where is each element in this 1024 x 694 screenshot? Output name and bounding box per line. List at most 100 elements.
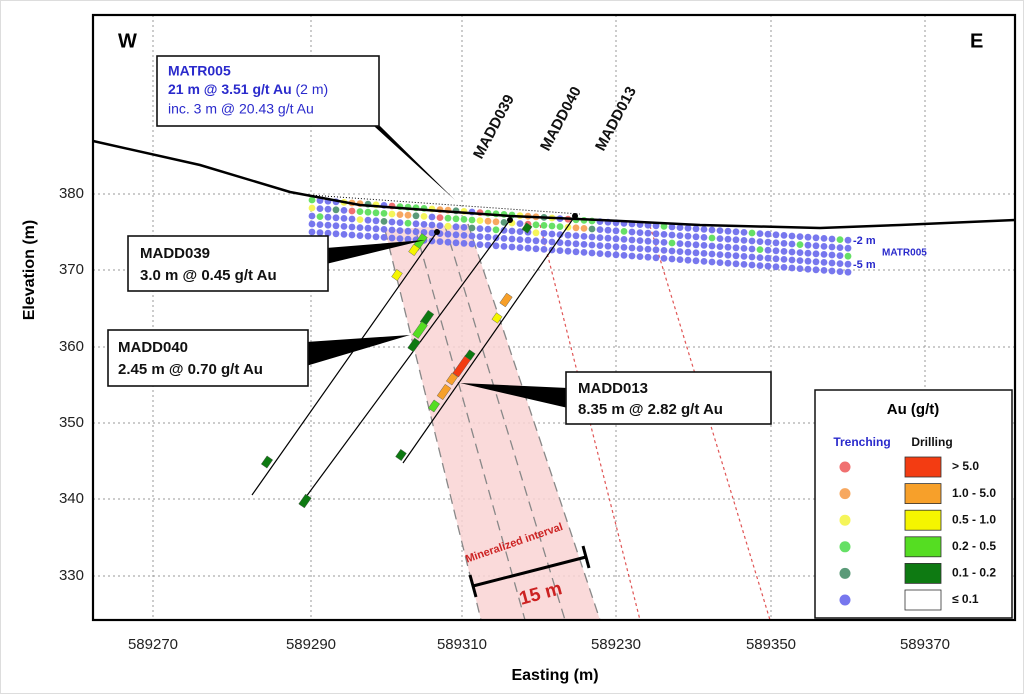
hole-name: MADD013	[578, 380, 648, 397]
trench-sample	[708, 242, 716, 250]
trench-sample	[844, 252, 852, 260]
trench-sample	[620, 236, 628, 243]
trench-sample	[684, 224, 692, 232]
trench-sample	[580, 249, 588, 256]
trench-sample	[452, 239, 460, 247]
trench-sample	[612, 227, 620, 235]
trench-sample	[764, 230, 772, 238]
trench-sample	[596, 234, 604, 242]
trench-sample	[676, 248, 684, 256]
trench-sample	[748, 229, 756, 237]
trench-sample	[428, 221, 436, 229]
trench-sample	[332, 206, 340, 214]
trench-sample	[844, 268, 852, 276]
trench-sample	[620, 252, 628, 259]
trench-sample	[644, 245, 652, 253]
trench-sample	[612, 235, 620, 243]
trench-sample	[316, 205, 324, 213]
trench-sample	[740, 237, 748, 244]
hole-intercept: 8.35 m @ 2.82 g/t Au	[578, 401, 723, 418]
trench-sample	[380, 226, 388, 233]
trench-sample	[516, 236, 524, 244]
trench-sample	[708, 234, 716, 242]
trench-sample	[396, 227, 404, 235]
trench-sample	[596, 242, 604, 250]
trench-sample	[476, 225, 484, 233]
trench-sample	[388, 218, 396, 226]
y-tick-label: 350	[59, 414, 84, 431]
trench-sample	[324, 221, 332, 229]
trench-sample	[308, 220, 316, 228]
x-tick-label: 589370	[900, 636, 950, 653]
trench-sample	[556, 231, 564, 239]
trench-sample	[548, 230, 556, 238]
legend-drill-swatch	[904, 509, 942, 531]
pointer	[460, 383, 568, 408]
assay-interval	[445, 372, 459, 386]
pointer	[306, 335, 410, 366]
trench-sample	[556, 223, 564, 231]
trench-sample	[684, 232, 692, 240]
trench-sample	[572, 240, 580, 248]
mineralized-zone	[385, 224, 600, 620]
trench-sample	[580, 225, 588, 232]
trench-sample	[380, 210, 388, 217]
trench-sample	[676, 240, 684, 248]
trench-sample	[436, 238, 444, 246]
trench-sample	[612, 251, 620, 259]
trench-sample	[596, 250, 604, 257]
trench-sample	[716, 235, 724, 243]
trench-sample	[364, 216, 372, 224]
trench-sample	[460, 240, 468, 247]
trench-sample	[660, 255, 668, 262]
legend-drill-swatch	[904, 589, 942, 611]
trench-sample	[324, 213, 332, 221]
trench-sample	[604, 234, 612, 242]
trench-sample	[668, 247, 676, 255]
trench-sample	[636, 237, 644, 245]
trench-sample	[580, 233, 588, 240]
grade: 21 m @ 3.51 g/t Au	[168, 81, 292, 97]
collars	[434, 213, 578, 235]
legend-drill-swatch	[904, 563, 942, 584]
trench-sample	[804, 265, 812, 273]
trench-sample	[348, 215, 356, 223]
trench-sample	[412, 220, 420, 228]
trench-sample	[796, 265, 804, 272]
trench-sample	[772, 247, 780, 255]
trench-sample	[308, 204, 316, 212]
trench-sample	[452, 231, 460, 239]
trench-sample	[348, 207, 356, 215]
trench-sample	[836, 268, 844, 275]
trench-sample	[804, 249, 812, 257]
trench-sample	[804, 233, 812, 241]
topography	[92, 139, 1016, 230]
trench-sample	[684, 248, 692, 256]
trench-sample	[788, 248, 796, 256]
legend-trench-swatch	[839, 541, 851, 553]
trench-sample	[588, 241, 596, 249]
legend-label: 0.5 - 1.0	[952, 512, 996, 526]
hole-intercept: 3.0 m @ 0.45 g/t Au	[140, 267, 277, 284]
trench-sample	[532, 229, 540, 237]
trench-sample	[628, 228, 636, 236]
trench-sample	[756, 246, 764, 254]
trench-sample	[308, 212, 316, 220]
trench-sample	[748, 261, 756, 269]
trench-sample	[652, 238, 660, 246]
trench-sample	[516, 220, 524, 228]
trench-sample	[660, 223, 668, 230]
trench-sample	[740, 245, 748, 252]
callout-box	[107, 329, 309, 387]
trench-sample	[380, 234, 388, 241]
trench-sample	[812, 242, 820, 250]
trench-sample	[780, 248, 788, 255]
trench-sample	[364, 232, 372, 240]
trench-sample	[540, 230, 548, 237]
trench-sample	[468, 232, 476, 240]
trench-sample	[700, 250, 708, 257]
trench-sample	[740, 253, 748, 260]
trench-sample	[708, 250, 716, 258]
trench-sample	[820, 267, 828, 274]
trench-sample	[668, 231, 676, 239]
